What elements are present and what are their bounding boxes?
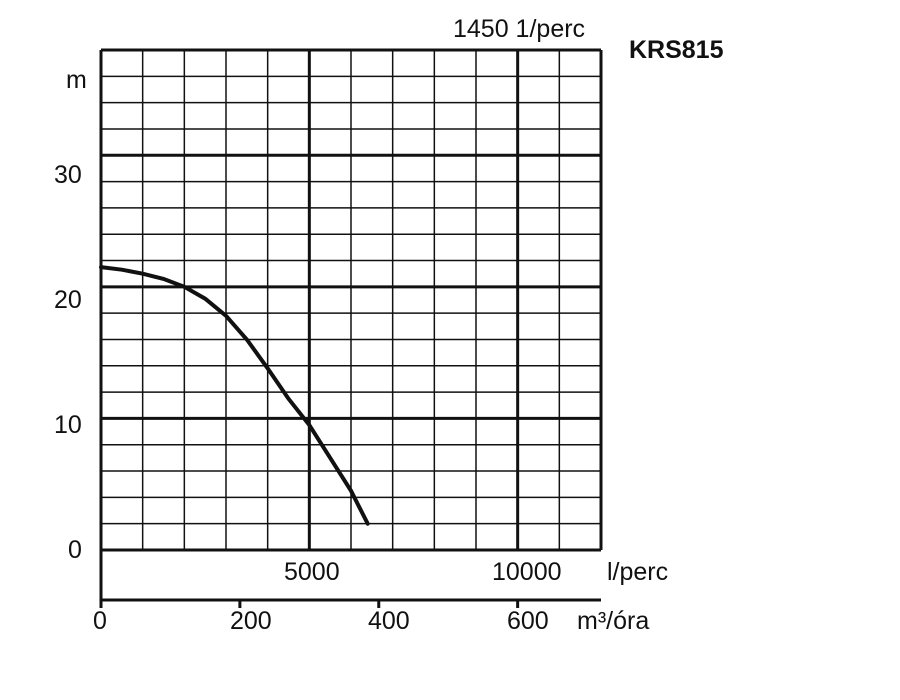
speed-label: 1450 1/perc xyxy=(453,15,586,43)
y-tick-label: 30 xyxy=(54,161,82,189)
x-unit-m3h: m³/óra xyxy=(577,607,650,635)
y-axis-label: m xyxy=(66,66,87,94)
axes-frame xyxy=(99,48,603,608)
x-tick-label-m3h: 200 xyxy=(230,607,272,635)
x-tick-label-m3h: 0 xyxy=(93,607,107,635)
x-tick-label-lps: 5000 xyxy=(284,558,340,586)
x-tick-label-m3h: 600 xyxy=(507,607,549,635)
x-tick-label-lps: 10000 xyxy=(492,558,562,586)
head-flow-curve xyxy=(99,265,370,526)
x-tick-label-m3h: 400 xyxy=(368,607,410,635)
major-grid xyxy=(101,50,601,550)
x-unit-lps: l/perc xyxy=(607,558,669,586)
minor-grid xyxy=(101,49,601,550)
y-tick-label: 10 xyxy=(54,411,82,439)
chart-title: KRS815 xyxy=(629,36,724,64)
y-tick-label: 20 xyxy=(54,286,82,314)
y-tick-label: 0 xyxy=(68,536,82,564)
